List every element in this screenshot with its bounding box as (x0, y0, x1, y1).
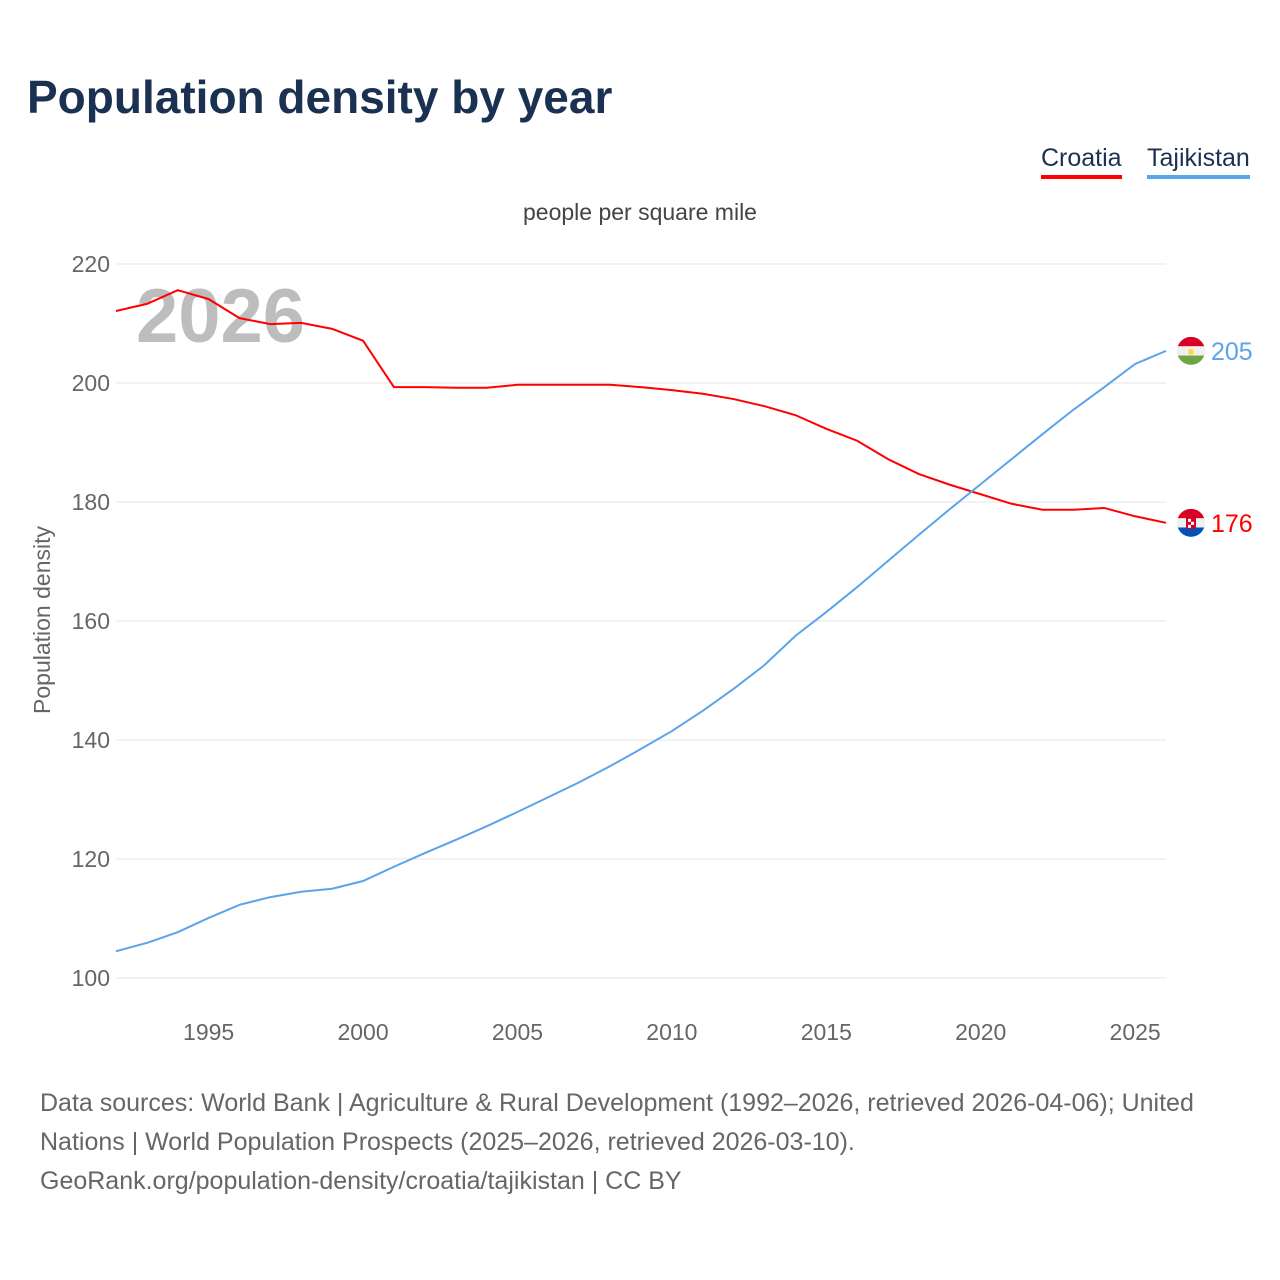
y-tick-label: 100 (72, 965, 110, 991)
source-link[interactable]: GeoRank.org/population-density/croatia/t… (40, 1167, 682, 1195)
y-axis-label: Population density (29, 526, 55, 714)
x-tick-label: 2010 (646, 1019, 697, 1045)
x-tick-label: 2025 (1110, 1019, 1161, 1045)
x-tick-label: 2000 (337, 1019, 388, 1045)
end-label-croatia: 176 (1211, 510, 1253, 538)
flag-tajikistan-icon (1177, 336, 1205, 365)
y-tick-label: 140 (72, 727, 110, 753)
series-line-croatia (115, 289, 1167, 524)
year-watermark: 2026 (136, 274, 305, 359)
y-tick-label: 180 (72, 489, 110, 515)
data-sources: Data sources: World Bank | Agriculture &… (40, 1084, 1250, 1201)
y-tick-label: 220 (72, 251, 110, 277)
end-label-tajikistan: 205 (1211, 338, 1253, 366)
line-chart: people per square mile Population densit… (29, 199, 1253, 1045)
x-tick-label: 1995 (183, 1019, 234, 1045)
legend-croatia[interactable]: Croatia (1041, 144, 1122, 179)
chart-subtitle: people per square mile (523, 199, 757, 225)
x-tick-label: 2005 (492, 1019, 543, 1045)
legend-tajikistan[interactable]: Tajikistan (1147, 144, 1250, 179)
x-tick-label: 2020 (955, 1019, 1006, 1045)
y-tick-label: 160 (72, 608, 110, 634)
chart-title: Population density by year (27, 71, 613, 123)
sources-text: Data sources: World Bank | Agriculture &… (40, 1089, 1194, 1156)
y-tick-label: 200 (72, 370, 110, 396)
x-tick-label: 2015 (801, 1019, 852, 1045)
flag-croatia-icon (1177, 508, 1205, 537)
y-tick-label: 120 (72, 846, 110, 872)
series-line-tajikistan (115, 349, 1167, 953)
